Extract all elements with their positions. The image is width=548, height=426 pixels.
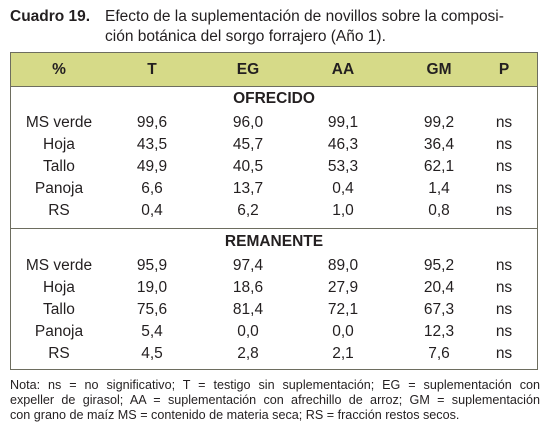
table-cell: 0,4 xyxy=(332,180,354,197)
table-cell: 0,8 xyxy=(428,202,450,219)
table-cell: 99,2 xyxy=(423,114,455,131)
table-cell: 0,0 xyxy=(332,323,354,340)
table-cell: 43,5 xyxy=(136,136,168,153)
note-line-1: Nota: ns = no significativo; T = testigo… xyxy=(10,378,540,392)
caption-label: Cuadro 19. xyxy=(10,8,91,25)
column-header-t: T xyxy=(147,61,157,78)
table-cell: ns xyxy=(495,345,513,362)
table-cell: 75,6 xyxy=(136,301,168,318)
table-cell: 72,1 xyxy=(327,301,359,318)
table-cell: 40,5 xyxy=(232,158,264,175)
table-cell: 95,9 xyxy=(136,257,168,274)
caption-line-1: Cuadro 19. Efecto de la suplementación de… xyxy=(10,7,540,27)
table-cell: 36,4 xyxy=(423,136,455,153)
table-cell: ns xyxy=(495,279,513,296)
table-row: RS 0,4 6,2 1,0 0,8 ns xyxy=(11,200,537,222)
row-label: Hoja xyxy=(43,136,75,153)
table-cell: 99,6 xyxy=(136,114,168,131)
column-header-aa: AA xyxy=(331,61,355,78)
table-cell: 20,4 xyxy=(423,279,455,296)
row-label: Panoja xyxy=(34,323,84,340)
table-row: MS verde 95,9 97,4 89,0 95,2 ns xyxy=(11,255,537,277)
table-row: Panoja 5,4 0,0 0,0 12,3 ns xyxy=(11,321,537,343)
table-cell: 27,9 xyxy=(327,279,359,296)
table-cell: ns xyxy=(495,114,513,131)
section-divider xyxy=(11,228,537,229)
table-cell: 46,3 xyxy=(327,136,359,153)
table-cell: 4,5 xyxy=(141,345,163,362)
table-cell: 99,1 xyxy=(327,114,359,131)
table-cell: 0,4 xyxy=(141,202,163,219)
table-row: Tallo 75,6 81,4 72,1 67,3 ns xyxy=(11,299,537,321)
row-label: RS xyxy=(48,345,70,362)
table-row: RS 4,5 2,8 2,1 7,6 ns xyxy=(11,343,537,365)
table-note: Nota: ns = no significativo; T = testigo… xyxy=(10,378,540,423)
table-cell: 95,2 xyxy=(423,257,455,274)
table-cell: 89,0 xyxy=(327,257,359,274)
table-cell: 1,4 xyxy=(428,180,450,197)
table-cell: 62,1 xyxy=(423,158,455,175)
table-cell: ns xyxy=(495,301,513,318)
column-header-eg: EG xyxy=(236,61,260,78)
row-label: MS verde xyxy=(25,114,93,131)
table-row: MS verde 99,6 96,0 99,1 99,2 ns xyxy=(11,112,537,134)
table-cell: 12,3 xyxy=(423,323,455,340)
table-cell: ns xyxy=(495,158,513,175)
table-header: % T EG AA GM P xyxy=(11,53,537,87)
column-header-pct: % xyxy=(52,61,66,78)
row-label: Panoja xyxy=(34,180,84,197)
column-header-p: P xyxy=(498,61,510,78)
table-cell: 96,0 xyxy=(232,114,264,131)
table-row: Hoja 19,0 18,6 27,9 20,4 ns xyxy=(11,277,537,299)
table-cell: 49,9 xyxy=(136,158,168,175)
table-cell: ns xyxy=(495,323,513,340)
table-cell: 7,6 xyxy=(428,345,450,362)
caption-title-line-1: Efecto de la suplementación de novillos … xyxy=(105,8,504,25)
row-label: Tallo xyxy=(43,158,75,175)
table-cell: ns xyxy=(495,136,513,153)
table-cell: 5,4 xyxy=(141,323,163,340)
table-cell: 13,7 xyxy=(232,180,264,197)
column-header-gm: GM xyxy=(426,61,452,78)
table-cell: 45,7 xyxy=(232,136,264,153)
table-row: Hoja 43,5 45,7 46,3 36,4 ns xyxy=(11,134,537,156)
table-cell: 97,4 xyxy=(232,257,264,274)
row-label: Hoja xyxy=(43,279,75,296)
table-cell: 1,0 xyxy=(332,202,354,219)
table-cell: 18,6 xyxy=(232,279,264,296)
table-cell: ns xyxy=(495,257,513,274)
table-cell: 6,6 xyxy=(141,180,163,197)
row-label: MS verde xyxy=(25,257,93,274)
table-cell: 0,0 xyxy=(237,323,259,340)
row-label: RS xyxy=(48,202,70,219)
data-table: % T EG AA GM P OFRECIDO MS verde 99,6 96,0 99,1 99… xyxy=(10,52,538,370)
table-row: Panoja 6,6 13,7 0,4 1,4 ns xyxy=(11,178,537,200)
table-cell: 81,4 xyxy=(232,301,264,318)
table-caption: Cuadro 19. Efecto de la suplementación de… xyxy=(10,7,540,47)
caption-title-line-2: ción botánica del sorgo forrajero (Año 1… xyxy=(105,28,386,45)
table-cell: 6,2 xyxy=(237,202,259,219)
row-label: Tallo xyxy=(43,301,75,318)
table-cell: ns xyxy=(495,180,513,197)
table-cell: ns xyxy=(495,202,513,219)
table-row: Tallo 49,9 40,5 53,3 62,1 ns xyxy=(11,156,537,178)
table-cell: 53,3 xyxy=(327,158,359,175)
table-cell: 67,3 xyxy=(423,301,455,318)
note-line-3: con grano de maíz MS = contenido de mate… xyxy=(10,408,460,422)
table-cell: 2,1 xyxy=(332,345,354,362)
note-line-2: expeller de girasol; AA = suplementación… xyxy=(10,393,540,407)
section-title-ofrecido: OFRECIDO xyxy=(233,90,315,107)
table-cell: 2,8 xyxy=(237,345,259,362)
section-title-remanente: REMANENTE xyxy=(224,233,324,250)
table-cell: 19,0 xyxy=(136,279,168,296)
